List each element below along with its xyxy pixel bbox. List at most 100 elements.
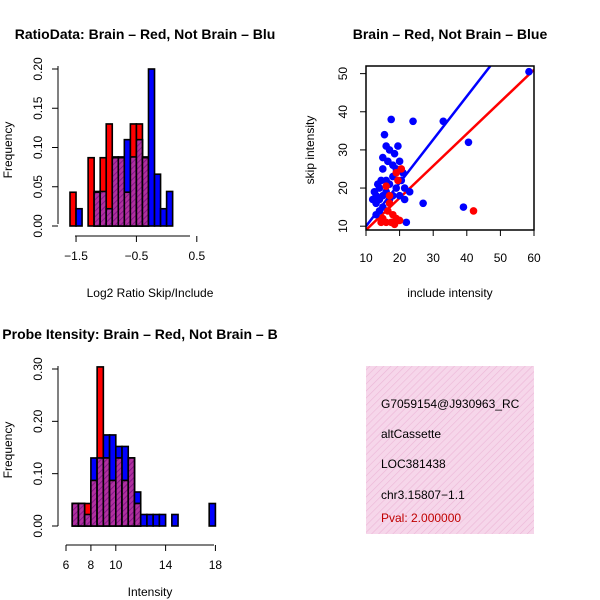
point-brain <box>385 191 394 200</box>
y-tick-label: 0.20 <box>31 57 45 81</box>
bar-notbrain <box>171 513 179 527</box>
bar-overlap <box>135 138 144 227</box>
intensity-x-label: Intensity <box>128 585 173 599</box>
x-tick-label: 50 <box>494 251 508 265</box>
point-notbrain <box>459 203 468 211</box>
x-tick-label: 60 <box>527 251 541 265</box>
bar-overlap <box>93 191 101 227</box>
bar-notbrain <box>153 173 162 227</box>
bar-notbrain <box>147 68 156 227</box>
y-tick-label: 0.00 <box>31 214 45 238</box>
y-tick-label: 20 <box>336 181 350 195</box>
bar-overlap <box>117 156 126 227</box>
y-tick-label: 10 <box>336 219 350 233</box>
point-brain <box>384 207 392 215</box>
scatter-y-label: skip intensity <box>303 116 317 185</box>
point-notbrain <box>395 157 404 166</box>
bar-overlap <box>71 502 80 527</box>
bar-overlap <box>121 479 130 527</box>
bar-overlap <box>99 190 108 227</box>
point-notbrain <box>409 117 417 126</box>
y-tick-label: 0.10 <box>31 462 45 486</box>
bar-brain <box>87 156 95 227</box>
bar-notbrain <box>159 207 168 227</box>
info-panel-background <box>366 366 534 534</box>
ratio-histogram-title: RatioData: Brain – Red, Not Brain – Blu <box>15 26 276 42</box>
x-tick-label: 40 <box>460 251 474 265</box>
x-tick-label: 8 <box>88 558 95 572</box>
bar-overlap <box>123 191 132 227</box>
bar-overlap <box>129 156 138 227</box>
point-notbrain <box>395 191 404 200</box>
intensity-histogram: Probe Itensity: Brain – Red, Not Brain –… <box>1 326 278 599</box>
y-tick-label: 50 <box>336 67 350 81</box>
bar-brain <box>69 191 77 227</box>
x-tick-label: 18 <box>209 558 223 572</box>
intensity-scatter: Brain – Red, Not Brain – Blue 10 20 30 40 50… <box>303 26 547 300</box>
info-event-type: altCassette <box>381 427 441 441</box>
bar-notbrain <box>152 513 161 527</box>
bar-overlap <box>102 457 111 527</box>
x-tick-label: 10 <box>359 251 373 265</box>
y-tick-label: 0.10 <box>31 135 45 159</box>
bar-overlap <box>96 457 105 527</box>
x-tick-label: 30 <box>427 251 441 265</box>
bar-overlap <box>90 479 98 527</box>
point-brain <box>469 207 478 215</box>
y-tick-label: 0.15 <box>31 96 45 120</box>
bar-overlap <box>105 207 114 227</box>
y-tick-label: 0.05 <box>31 175 45 199</box>
point-brain <box>385 199 394 208</box>
ratio-y-label: Frequency <box>1 122 15 179</box>
point-notbrain <box>419 199 427 208</box>
point-notbrain <box>400 184 409 192</box>
fit-line-brain <box>366 68 534 230</box>
x-tick-label: −0.5 <box>125 249 149 263</box>
x-tick-label: 14 <box>159 558 173 572</box>
point-notbrain <box>392 184 401 192</box>
point-notbrain <box>439 117 448 126</box>
point-notbrain <box>380 130 389 139</box>
bar-overlap <box>111 156 120 227</box>
info-gene: LOC381438 <box>381 457 446 471</box>
point-notbrain <box>525 67 533 76</box>
scatter-title: Brain – Red, Not Brain – Blue <box>353 26 548 42</box>
bar-overlap <box>115 457 123 527</box>
point-notbrain <box>379 153 387 162</box>
point-notbrain <box>464 138 473 147</box>
info-pval: Pval: 2.000000 <box>381 511 461 525</box>
y-tick-label: 0.30 <box>31 357 45 381</box>
point-notbrain <box>370 188 379 196</box>
ratio-x-label: Log2 Ratio Skip/Include <box>87 286 214 300</box>
bar-overlap <box>77 502 86 527</box>
point-brain <box>382 182 390 190</box>
point-notbrain <box>373 180 382 189</box>
y-tick-label: 0.00 <box>31 514 45 538</box>
intensity-y-label: Frequency <box>1 422 15 479</box>
x-tick-label: 0.5 <box>188 249 205 263</box>
point-notbrain <box>379 165 387 173</box>
x-tick-label: 6 <box>63 558 70 572</box>
point-brain <box>394 176 402 185</box>
bar-notbrain <box>146 513 154 527</box>
bar-notbrain <box>165 190 174 227</box>
x-tick-label: 10 <box>109 558 123 572</box>
intensity-histogram-title: Probe Itensity: Brain – Red, Not Brain –… <box>2 326 277 342</box>
y-tick-label: 30 <box>336 143 350 157</box>
bar-notbrain <box>158 513 167 527</box>
bar-notbrain <box>75 207 83 227</box>
bar-notbrain <box>208 502 217 527</box>
scatter-x-label: include intensity <box>407 286 492 300</box>
bar-notbrain <box>139 513 148 527</box>
bar-overlap <box>108 479 117 527</box>
info-probe-id: G7059154@J930963_RC <box>381 397 520 411</box>
ratio-histogram: RatioData: Brain – Red, Not Brain – Blu … <box>1 26 275 300</box>
point-notbrain <box>394 142 402 150</box>
point-notbrain <box>382 142 390 150</box>
point-brain <box>392 168 401 177</box>
x-tick-label: 20 <box>393 251 407 265</box>
point-notbrain <box>372 210 380 219</box>
point-brain <box>377 218 385 227</box>
point-brain <box>395 216 404 225</box>
